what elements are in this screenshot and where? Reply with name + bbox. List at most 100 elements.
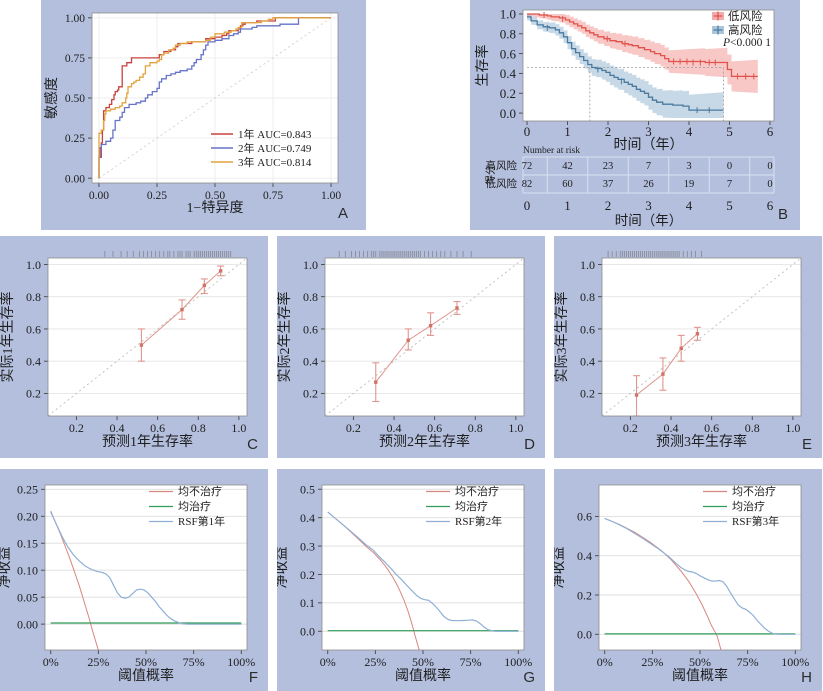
svg-text:2年 AUC=0.749: 2年 AUC=0.749 [238,141,312,155]
svg-text:0.8: 0.8 [303,290,318,304]
svg-text:0.6: 0.6 [580,322,595,336]
calibration-2yr-chart: 0.2 0.4 0.6 0.8 1.0 0.2 0.4 0.6 0.8 1.0 预测2年生存率 实际2… [276,236,545,458]
panel-label-h: H [801,669,812,686]
svg-text:预测3年生存率: 预测3年生存率 [656,433,747,450]
svg-text:低风险: 低风险 [486,177,518,190]
svg-text:净收益: 净收益 [277,547,290,589]
svg-text:4: 4 [686,124,693,139]
svg-text:4: 4 [686,198,693,213]
svg-text:0.05: 0.05 [17,590,38,604]
svg-text:0.15: 0.15 [17,537,38,551]
panel-label-a: A [337,205,348,222]
km-series-0 [527,13,758,78]
svg-text:0: 0 [524,124,531,139]
svg-text:0.4: 0.4 [26,355,41,369]
km-band-0 [527,14,758,93]
svg-text:1.0: 1.0 [231,421,246,435]
calibration-3yr-chart: 0.2 0.4 0.6 0.8 1.0 0.2 0.4 0.6 0.8 1.0 预测3年生存率 实际3… [553,236,822,458]
svg-text:高风险: 高风险 [486,159,518,172]
svg-text:1: 1 [564,198,571,213]
svg-text:0.6: 0.6 [150,421,165,435]
dca-series-2 [50,511,242,625]
svg-text:0.0: 0.0 [300,625,315,639]
svg-text:0.5: 0.5 [300,483,315,497]
roc-series-2 [98,17,331,179]
km-chart: 低风险 高风险 P<0.000 1 Number at risk 高风险 72 42 23 7 3… [470,0,800,230]
svg-text:0.2: 0.2 [623,421,638,435]
panel-label-e: E [801,436,812,453]
svg-text:50%: 50% [135,655,157,669]
svg-text:25%: 25% [364,655,386,669]
svg-text:25%: 25% [641,655,663,669]
svg-text:5: 5 [726,198,733,213]
svg-text:0.1: 0.1 [300,596,315,610]
svg-text:0.50: 0.50 [205,190,225,202]
calibration-line [141,270,221,346]
svg-text:75%: 75% [737,655,759,669]
roc-series-1 [98,17,331,179]
panel-dca-2yr-card: 均不治疗 均治疗 RSF第2年 0% 25% 50% 75% 100% 0.0 0.1 0.2 0.3… [274,469,545,691]
svg-text:RSF第3年: RSF第3年 [732,514,779,528]
svg-text:0.8: 0.8 [580,290,595,304]
svg-text:7: 7 [646,161,651,172]
svg-text:1−特异度: 1−特异度 [187,200,244,216]
svg-text:0.4: 0.4 [300,511,315,525]
svg-text:0.4: 0.4 [303,355,318,369]
km-band-1 [527,14,724,118]
dca-series-2 [604,517,796,635]
svg-text:0: 0 [524,198,531,213]
svg-text:19: 19 [684,179,695,190]
svg-text:0.4: 0.4 [577,549,592,563]
svg-text:高风险: 高风险 [728,23,763,37]
svg-text:Number at risk: Number at risk [523,146,580,156]
svg-text:6: 6 [767,124,774,139]
calibration-line [636,333,698,396]
svg-text:预测1年生存率: 预测1年生存率 [102,433,193,450]
svg-text:低风险: 低风险 [728,9,763,23]
svg-text:时间（年）: 时间（年） [614,137,684,153]
svg-text:0.6: 0.6 [26,322,41,336]
svg-text:1.00: 1.00 [65,13,85,25]
svg-text:0.2: 0.2 [26,387,41,401]
svg-text:0.50: 0.50 [65,93,85,105]
svg-text:实际2年生存率: 实际2年生存率 [277,292,293,383]
panel-dca-3yr-card: 均不治疗 均治疗 RSF第3年 0% 25% 50% 75% 100% 0.0 0.2 0.4 0.6… [551,469,822,691]
svg-text:0.2: 0.2 [69,421,84,435]
svg-text:时间（年）: 时间（年） [615,213,683,228]
dca-series-2 [327,511,519,632]
dca-series-0 [604,517,722,650]
svg-text:0.2: 0.2 [500,86,516,101]
svg-text:0.25: 0.25 [65,133,85,145]
svg-text:得分: 得分 [485,165,497,185]
svg-text:均治疗: 均治疗 [455,499,488,513]
roc-series-0 [98,17,331,179]
svg-text:RSF第1年: RSF第1年 [178,514,225,528]
svg-text:1.0: 1.0 [508,421,523,435]
svg-text:0.25: 0.25 [17,483,38,497]
svg-text:阈值概率: 阈值概率 [118,667,174,684]
svg-text:75%: 75% [183,655,205,669]
svg-text:净收益: 净收益 [0,547,13,589]
svg-text:0.00: 0.00 [65,173,85,185]
svg-text:2: 2 [605,124,612,139]
svg-text:净收益: 净收益 [554,547,567,589]
svg-text:0.2: 0.2 [580,387,595,401]
chart-svg-D: 0.2 0.4 0.6 0.8 1.0 0.2 0.4 0.6 0.8 1.0 预测2年生存率 实际2… [276,251,525,450]
svg-text:阈值概率: 阈值概率 [672,667,728,684]
svg-text:0: 0 [767,179,772,190]
svg-text:实际3年生存率: 实际3年生存率 [554,292,570,383]
svg-text:0.4: 0.4 [500,66,517,81]
svg-text:0.75: 0.75 [263,190,283,202]
svg-text:0.8: 0.8 [468,421,483,435]
svg-text:82: 82 [522,179,533,190]
svg-text:0.4: 0.4 [387,421,402,435]
svg-text:0.20: 0.20 [17,510,38,524]
svg-text:0.8: 0.8 [500,26,516,41]
panel-label-d: D [524,436,535,453]
svg-text:0.3: 0.3 [300,539,315,553]
svg-text:实际1年生存率: 实际1年生存率 [0,292,16,383]
